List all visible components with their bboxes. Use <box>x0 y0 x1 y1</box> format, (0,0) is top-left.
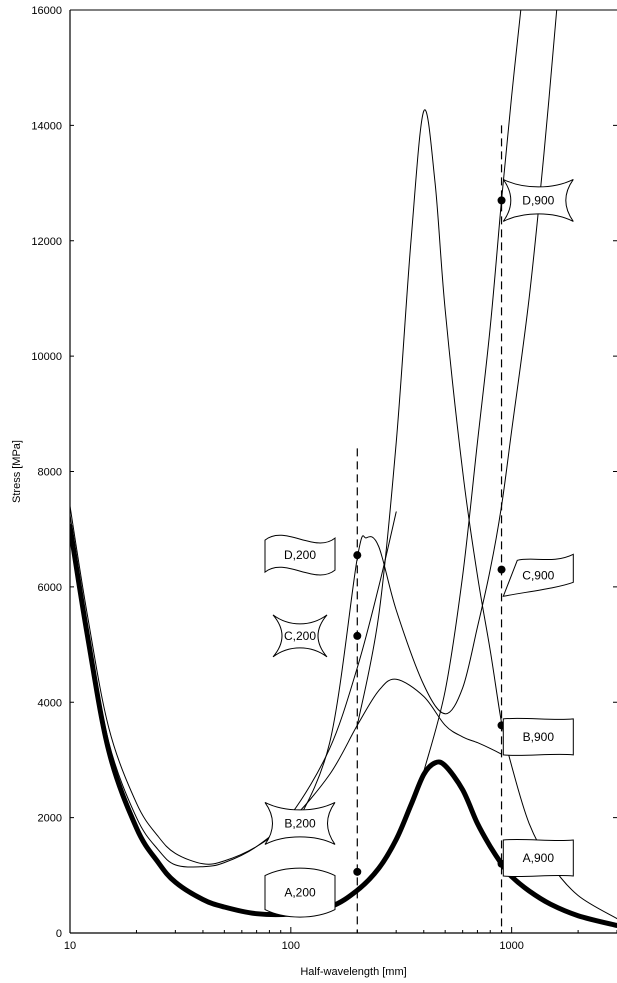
y-tick-label: 16000 <box>31 5 62 17</box>
data-marker <box>353 551 362 560</box>
x-tick-label: 100 <box>282 940 300 952</box>
plot-frame <box>69 9 617 934</box>
data-marker <box>353 631 362 640</box>
mode-label: A,200 <box>284 886 316 900</box>
cross-section-shape <box>502 553 574 597</box>
y-tick-label: 10000 <box>31 351 62 363</box>
cross-section-shape <box>264 867 336 918</box>
mode-label: A,900 <box>523 851 555 865</box>
mode-label: C,900 <box>522 568 554 582</box>
cross-section-shape <box>264 534 336 576</box>
series-line-5 <box>356 109 617 920</box>
data-marker <box>353 867 362 876</box>
mode-annotations: D,200 C,200 B,200 A,200 D,900 C,900 B,900 A,900 <box>264 178 574 918</box>
data-marker <box>497 565 506 574</box>
y-tick-label: 0 <box>56 928 62 940</box>
series-layer <box>70 10 617 928</box>
cross-section-shape <box>502 178 574 222</box>
x-axis-title: Half-wavelength [mm] <box>300 966 406 978</box>
cross-section-shape <box>272 614 328 658</box>
y-tick-label: 4000 <box>38 697 62 709</box>
mode-annotation: B,200 <box>264 801 336 845</box>
y-tick-label: 2000 <box>38 813 62 825</box>
y-axis-title: Stress [MPa] <box>11 440 23 503</box>
cross-section-shape <box>502 717 574 756</box>
mode-label: D,900 <box>522 193 554 207</box>
y-tick-label: 14000 <box>31 120 62 132</box>
y-tick-label: 6000 <box>38 582 62 594</box>
y-tick-label: 8000 <box>38 467 62 479</box>
mode-annotation: D,200 <box>264 534 336 576</box>
mode-annotation: C,900 <box>502 553 574 597</box>
series-line-4 <box>290 10 558 836</box>
mode-annotation: A,200 <box>264 867 336 918</box>
mode-annotation: C,200 <box>272 614 328 658</box>
cross-section-shape <box>264 801 336 845</box>
axes: 0 2000 4000 6000 8000 10000 12000 14000 16000 10 1… <box>31 5 617 952</box>
markers <box>353 196 506 876</box>
series-line-2 <box>70 511 397 868</box>
mode-label: B,200 <box>284 816 316 830</box>
x-tick-label: 1000 <box>499 940 523 952</box>
cross-section-shape <box>502 838 574 878</box>
mode-annotation: B,900 <box>502 717 574 756</box>
mode-annotation: D,900 <box>502 178 574 222</box>
series-line-6 <box>423 10 522 772</box>
data-marker <box>497 196 506 205</box>
mode-label: D,200 <box>284 548 316 562</box>
mode-label: C,200 <box>284 629 316 643</box>
reference-lines <box>356 125 503 933</box>
x-tick-label: 10 <box>64 940 76 952</box>
mode-label: B,900 <box>523 730 555 744</box>
mode-annotation: A,900 <box>502 838 574 878</box>
y-tick-label: 12000 <box>31 236 62 248</box>
